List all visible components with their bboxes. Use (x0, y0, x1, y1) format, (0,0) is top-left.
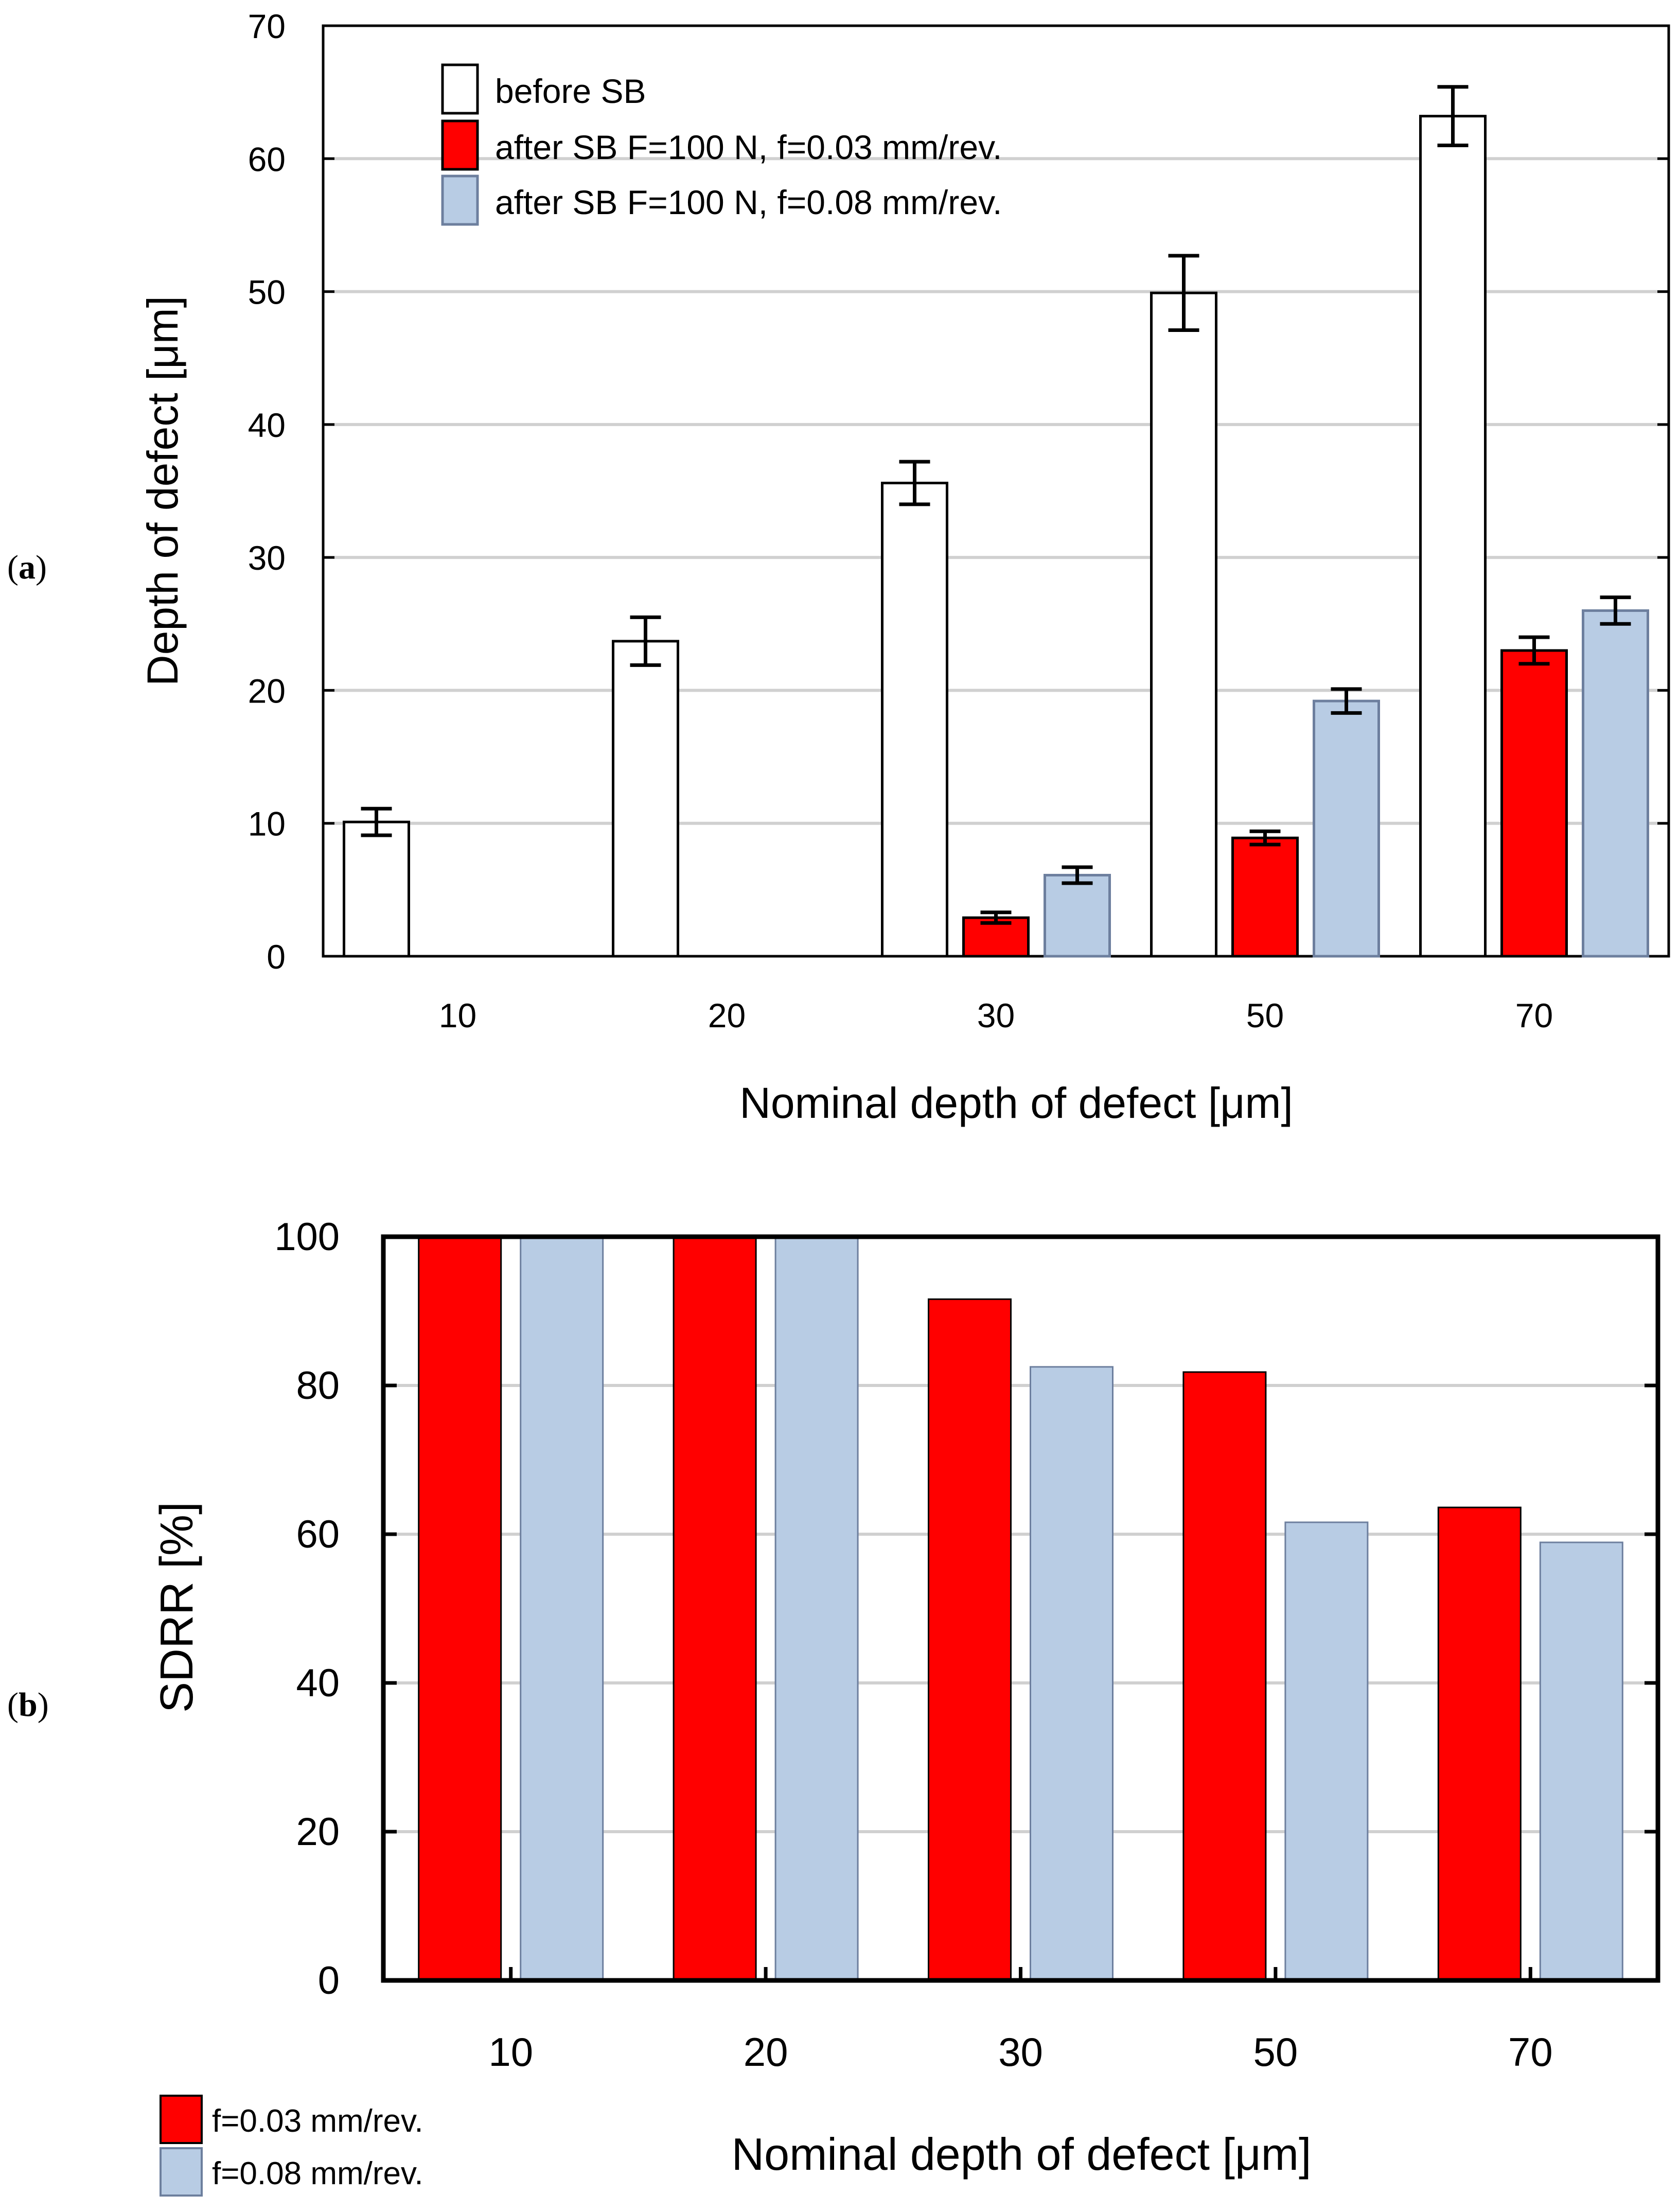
legend-swatch-a-before (441, 63, 479, 115)
bar-a-f003-50 (1231, 836, 1299, 958)
xtick-label-a-10: 10 (439, 996, 476, 1034)
bar-b-f003-10 (418, 1236, 502, 1981)
xtick-label-b-70: 70 (1508, 2029, 1553, 2075)
panel-label-b: (b) (7, 1686, 49, 1724)
bar-a-before-10 (343, 820, 410, 958)
ytick-label-b-0: 0 (318, 1959, 340, 2003)
ytick-label-a-30: 30 (248, 539, 286, 577)
bar-a-f008-70 (1582, 609, 1649, 958)
legend-swatch-b-f008 (160, 2147, 203, 2197)
xtick-label-a-50: 50 (1246, 996, 1284, 1034)
bar-b-f003-20 (673, 1236, 757, 1981)
legend-label-a-f003: after SB F=100 N, f=0.03 mm/rev. (495, 128, 1002, 166)
xtick-label-a-30: 30 (977, 996, 1015, 1034)
ytick-label-b-20: 20 (296, 1810, 340, 1854)
bar-a-f008-30 (1044, 873, 1111, 958)
x-axis-label-b: Nominal depth of defect [μm] (732, 2129, 1312, 2180)
ytick-label-b-80: 80 (296, 1364, 340, 1408)
bar-b-f003-30 (928, 1298, 1012, 1981)
bar-b-f003-50 (1182, 1371, 1267, 1981)
bar-a-f003-70 (1500, 649, 1568, 958)
bar-a-before-30 (881, 482, 948, 958)
xtick-label-b-10: 10 (488, 2029, 533, 2075)
ytick-label-a-60: 60 (248, 140, 286, 178)
bar-b-f008-70 (1539, 1541, 1623, 1981)
bar-a-f008-50 (1313, 699, 1380, 958)
ytick-label-a-20: 20 (248, 672, 286, 710)
bar-b-f008-30 (1030, 1366, 1114, 1981)
chart-b: 0 20 40 60 80 100 10 20 30 50 70 Nominal depth of d… (151, 1215, 1660, 2197)
ytick-label-b-60: 60 (296, 1513, 340, 1556)
ytick-label-a-70: 70 (248, 7, 286, 45)
legend-label-b-f008: f=0.08 mm/rev. (212, 2156, 423, 2191)
y-axis-label-b: SDRR [%] (151, 1502, 203, 1713)
bar-a-before-70 (1419, 115, 1487, 958)
bar-b-f008-20 (774, 1236, 859, 1981)
ytick-label-a-40: 40 (248, 406, 286, 444)
ytick-label-a-50: 50 (248, 273, 286, 311)
xtick-label-b-20: 20 (744, 2029, 788, 2075)
legend-swatch-b-f003 (160, 2095, 203, 2144)
xtick-label-b-30: 30 (998, 2029, 1043, 2075)
bar-a-before-20 (612, 640, 679, 958)
legend-label-a-f008: after SB F=100 N, f=0.08 mm/rev. (495, 183, 1002, 221)
legend-label-b-f003: f=0.03 mm/rev. (212, 2103, 423, 2139)
y-axis-label-a: Depth of defect [μm] (138, 296, 187, 686)
bar-b-f008-50 (1284, 1521, 1369, 1981)
legend-label-a-before: before SB (495, 72, 646, 110)
legend-swatch-a-f003 (441, 119, 479, 171)
bar-b-f008-10 (520, 1236, 604, 1981)
legend-swatch-a-f008 (441, 174, 479, 226)
ytick-label-b-100: 100 (274, 1215, 340, 1259)
ytick-label-a-10: 10 (248, 805, 286, 843)
xtick-label-a-70: 70 (1515, 996, 1553, 1034)
bar-b-f003-70 (1437, 1506, 1522, 1981)
x-axis-label-a: Nominal depth of defect [μm] (739, 1079, 1293, 1127)
ytick-label-a-0: 0 (267, 938, 286, 976)
xtick-label-b-50: 50 (1253, 2029, 1298, 2075)
bar-a-before-50 (1150, 291, 1217, 958)
panel-label-a: (a) (7, 549, 47, 586)
xtick-label-a-20: 20 (708, 996, 746, 1034)
chart-a: 0 10 20 30 40 50 60 70 10 20 30 50 70 Nominal depth o… (138, 7, 1670, 1127)
ytick-label-b-40: 40 (296, 1661, 340, 1705)
